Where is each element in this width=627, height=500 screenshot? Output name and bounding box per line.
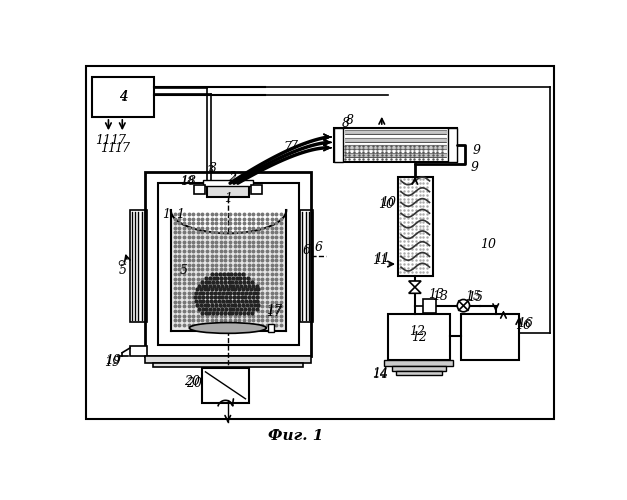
Polygon shape [345, 130, 446, 133]
Text: 7: 7 [284, 140, 292, 153]
Text: 19: 19 [104, 356, 120, 369]
Text: 15: 15 [467, 290, 483, 304]
Bar [92, 77, 154, 117]
Polygon shape [345, 138, 446, 141]
Polygon shape [409, 287, 421, 294]
Text: 7: 7 [289, 140, 297, 152]
Text: 17: 17 [266, 306, 282, 319]
Bar [268, 324, 274, 332]
Text: 17: 17 [114, 142, 130, 155]
Bar [202, 368, 250, 402]
Text: 13: 13 [428, 288, 444, 300]
Polygon shape [409, 281, 421, 287]
Bar [130, 210, 147, 322]
Text: 3: 3 [208, 162, 216, 175]
Polygon shape [345, 153, 446, 156]
Text: 8: 8 [342, 118, 350, 130]
Text: 16: 16 [517, 317, 533, 330]
Bar [423, 298, 436, 312]
Text: 18: 18 [181, 176, 195, 186]
Bar [207, 183, 250, 197]
Text: 6: 6 [303, 244, 311, 256]
Text: 5: 5 [180, 264, 188, 276]
Text: 18: 18 [180, 175, 196, 188]
Bar [194, 184, 206, 194]
Bar [159, 183, 298, 345]
Bar [384, 360, 453, 366]
Ellipse shape [189, 322, 266, 334]
Bar [145, 172, 311, 356]
Text: 12: 12 [411, 330, 427, 344]
Text: 4: 4 [119, 90, 127, 104]
Bar [145, 356, 311, 362]
Text: 10: 10 [480, 238, 496, 252]
Polygon shape [345, 146, 446, 148]
Text: ⟳: ⟳ [118, 259, 127, 269]
Text: 10: 10 [380, 196, 396, 209]
Bar [130, 346, 147, 356]
Text: 15: 15 [465, 290, 481, 303]
Text: 8: 8 [345, 114, 354, 126]
Text: 4: 4 [119, 90, 127, 104]
Text: 20: 20 [184, 376, 199, 388]
Bar [334, 128, 344, 162]
Text: 1: 1 [162, 208, 170, 220]
Text: 10: 10 [379, 198, 394, 211]
Text: 17: 17 [266, 304, 282, 317]
Bar [461, 314, 519, 360]
Bar [203, 180, 253, 186]
Text: 19: 19 [105, 354, 121, 367]
Text: Фиг. 1: Фиг. 1 [268, 429, 324, 443]
Text: 2: 2 [229, 173, 236, 183]
Text: 11: 11 [95, 134, 111, 147]
Bar [448, 128, 457, 162]
Bar [392, 366, 446, 371]
Text: 2: 2 [228, 172, 236, 184]
Bar [300, 210, 314, 322]
Text: 12: 12 [409, 326, 425, 338]
Text: 14: 14 [372, 368, 388, 380]
Text: 1: 1 [176, 208, 184, 220]
Text: 17: 17 [110, 134, 127, 147]
Text: 9: 9 [471, 162, 479, 174]
Bar [334, 128, 457, 162]
Bar [388, 314, 450, 360]
Text: 1: 1 [224, 192, 233, 205]
Polygon shape [171, 210, 287, 331]
Text: 14: 14 [372, 367, 388, 380]
Text: 13: 13 [432, 290, 448, 303]
Bar [398, 177, 433, 276]
Text: 5: 5 [119, 264, 126, 276]
Text: 16: 16 [515, 319, 530, 332]
Text: 11: 11 [100, 142, 117, 155]
Text: 6: 6 [315, 240, 323, 254]
Bar [251, 184, 263, 194]
Text: 11: 11 [374, 252, 391, 265]
Text: 11: 11 [372, 254, 388, 266]
Text: 9: 9 [473, 144, 480, 158]
Bar [153, 362, 303, 367]
Circle shape [457, 300, 470, 312]
Text: 20: 20 [186, 377, 202, 390]
Bar [396, 371, 442, 375]
Text: 3: 3 [208, 165, 214, 175]
